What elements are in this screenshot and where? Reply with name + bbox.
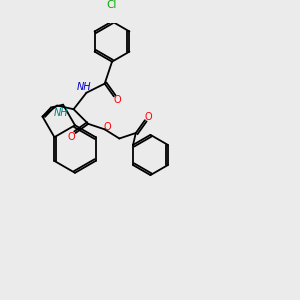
Text: NH: NH [54,108,69,118]
Text: O: O [103,122,111,132]
Text: O: O [114,95,121,105]
Text: NH: NH [76,82,91,92]
Text: O: O [145,112,152,122]
Text: O: O [67,132,75,142]
Text: Cl: Cl [107,0,117,10]
